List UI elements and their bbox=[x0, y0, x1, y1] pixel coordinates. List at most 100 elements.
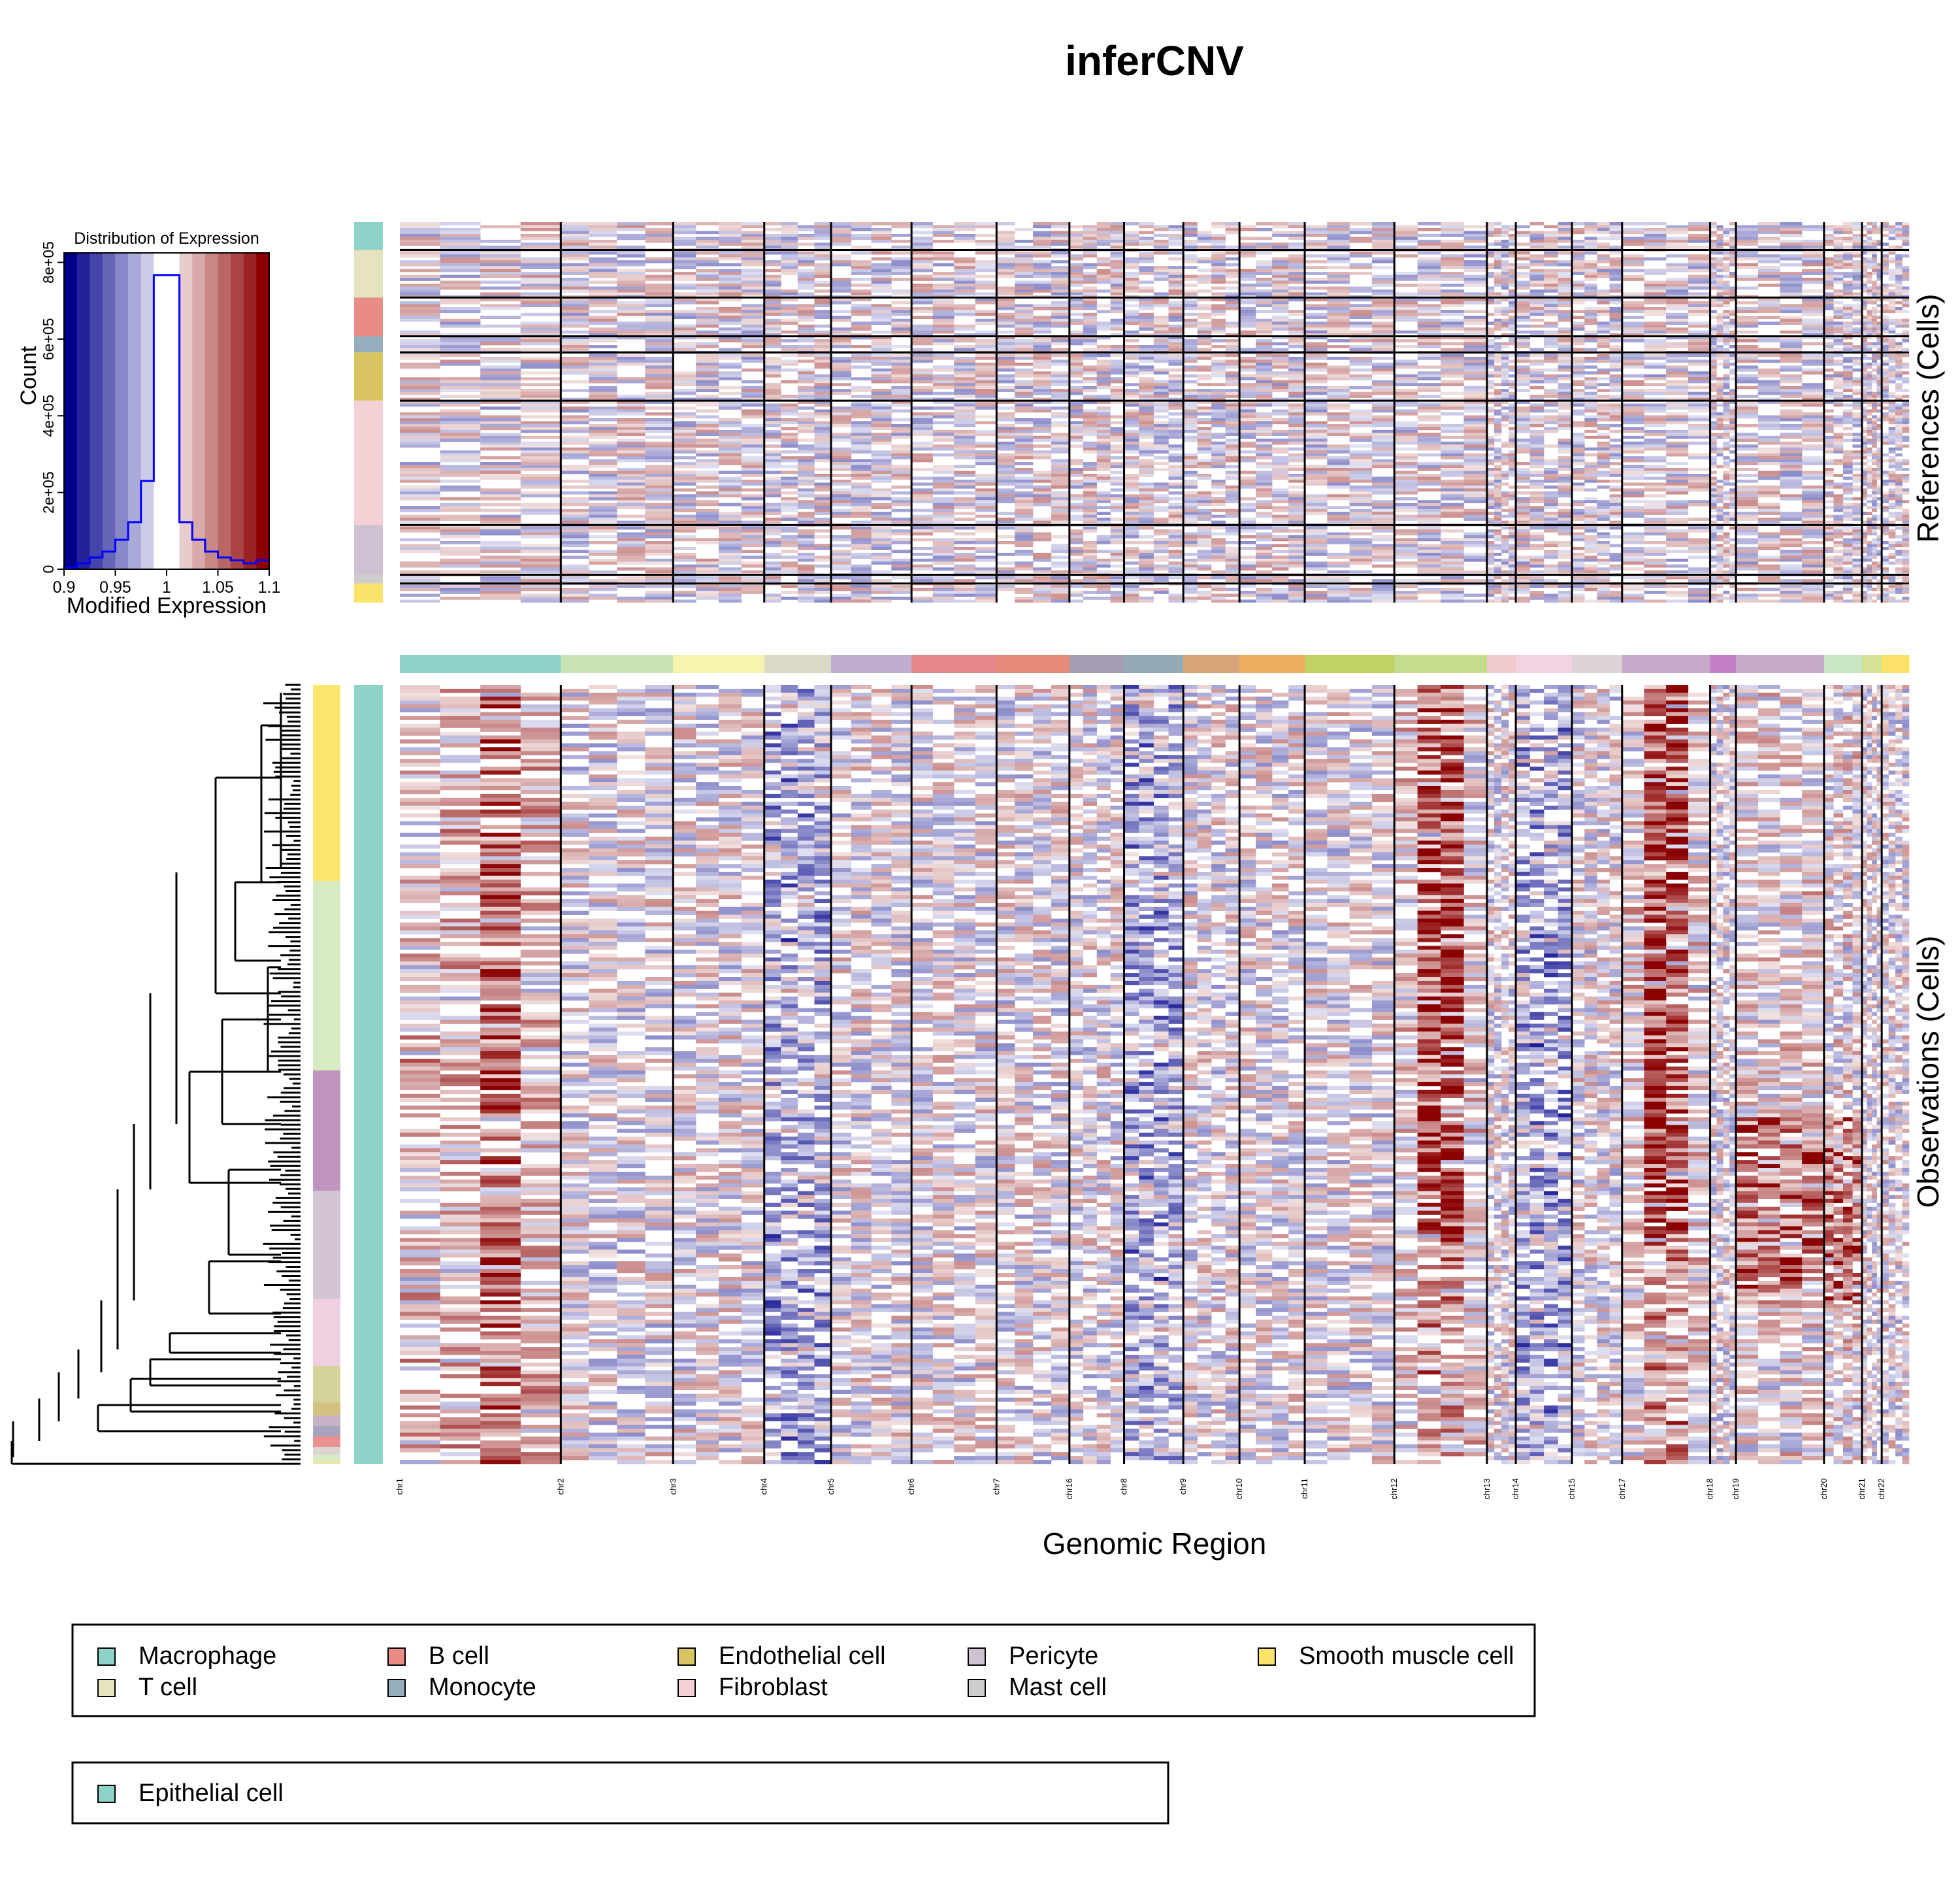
heatmap-cell bbox=[871, 389, 892, 392]
heatmap-cell bbox=[891, 269, 912, 273]
heatmap-cell bbox=[891, 354, 912, 357]
heatmap-cell bbox=[400, 278, 440, 281]
heatmap-cell bbox=[891, 345, 912, 348]
heatmap-cell bbox=[831, 406, 852, 410]
heatmap-cell bbox=[1239, 301, 1256, 305]
heatmap-cell bbox=[1842, 368, 1853, 372]
heatmap-cell bbox=[1096, 380, 1111, 384]
heatmap-cell bbox=[673, 278, 696, 281]
heatmap-cell bbox=[954, 401, 976, 404]
heatmap-cell bbox=[1757, 339, 1780, 342]
heatmap-cell bbox=[1882, 412, 1889, 416]
heatmap-cell bbox=[1558, 312, 1573, 316]
heatmap-cell bbox=[400, 301, 440, 305]
heatmap-cell bbox=[696, 429, 719, 433]
heatmap-cell bbox=[617, 304, 645, 308]
heatmap-cell bbox=[1083, 263, 1097, 267]
heatmap-cell bbox=[520, 324, 561, 328]
heatmap-cell bbox=[480, 292, 521, 296]
heatmap-cell bbox=[673, 423, 696, 427]
heatmap-cell bbox=[1872, 415, 1877, 419]
heatmap-cell bbox=[1688, 403, 1710, 407]
heatmap-cell bbox=[1516, 310, 1530, 314]
heatmap-cell bbox=[814, 427, 832, 431]
heatmap-cell bbox=[696, 421, 719, 425]
heatmap-cell bbox=[1394, 339, 1418, 342]
heatmap-cell bbox=[1239, 242, 1256, 246]
heatmap-cell bbox=[1139, 433, 1154, 437]
heatmap-cell bbox=[696, 359, 719, 363]
heatmap-cell bbox=[975, 348, 997, 352]
heatmap-cell bbox=[1349, 227, 1373, 231]
heatmap-cell bbox=[1644, 438, 1667, 442]
heatmap-cell bbox=[1349, 289, 1373, 293]
heatmap-cell bbox=[1083, 380, 1097, 384]
heatmap-cell bbox=[831, 435, 852, 439]
heatmap-cell bbox=[1597, 415, 1610, 419]
heatmap-cell bbox=[400, 348, 440, 352]
heatmap-cell bbox=[1463, 423, 1488, 427]
heatmap-cell bbox=[1305, 374, 1328, 378]
heatmap-cell bbox=[1197, 412, 1212, 416]
heatmap-cell bbox=[520, 377, 561, 381]
heatmap-cell bbox=[1833, 342, 1844, 346]
heatmap-cell bbox=[1139, 286, 1154, 290]
heatmap-cell bbox=[1833, 324, 1844, 328]
heatmap-cell bbox=[1888, 257, 1896, 261]
heatmap-cell bbox=[1051, 322, 1070, 325]
heatmap-cell bbox=[1197, 231, 1212, 235]
heatmap-cell bbox=[1597, 397, 1610, 401]
heatmap-cell bbox=[1486, 438, 1495, 442]
heatmap-cell bbox=[1736, 356, 1759, 360]
heatmap-cell bbox=[1852, 348, 1863, 352]
heatmap-cell bbox=[1124, 222, 1139, 225]
heatmap-cell bbox=[1211, 266, 1226, 269]
heatmap-cell bbox=[1516, 257, 1530, 261]
heatmap-cell bbox=[1463, 374, 1488, 378]
heatmap-cell bbox=[975, 251, 997, 255]
heatmap-cell bbox=[1558, 412, 1573, 416]
heatmap-cell bbox=[1417, 239, 1441, 243]
heatmap-cell bbox=[1876, 409, 1882, 413]
heatmap-cell bbox=[764, 383, 781, 387]
heatmap-cell bbox=[1394, 254, 1418, 258]
heatmap-cell bbox=[1417, 423, 1441, 427]
heatmap-cell bbox=[1882, 342, 1889, 346]
heatmap-cell bbox=[954, 327, 976, 331]
heatmap-cell bbox=[1096, 336, 1111, 340]
heatmap-cell bbox=[741, 330, 765, 334]
heatmap-cell bbox=[1139, 225, 1154, 229]
heatmap-cell bbox=[996, 286, 1015, 290]
heatmap-cell bbox=[1597, 298, 1610, 302]
heatmap-cell bbox=[617, 286, 645, 290]
heatmap-cell bbox=[1327, 225, 1350, 229]
heatmap-cell bbox=[1833, 377, 1844, 381]
heatmap-cell bbox=[741, 433, 765, 437]
heatmap-cell bbox=[1644, 239, 1667, 243]
heatmap-cell bbox=[1288, 269, 1305, 273]
heatmap-cell bbox=[1895, 342, 1903, 346]
heatmap-cell bbox=[480, 397, 521, 401]
heatmap-cell bbox=[1716, 225, 1723, 229]
heatmap-cell bbox=[1494, 336, 1502, 340]
heatmap-cell bbox=[1872, 406, 1877, 410]
heatmap-cell bbox=[1823, 257, 1834, 261]
heatmap-cell bbox=[1902, 377, 1910, 381]
heatmap-cell bbox=[480, 423, 521, 427]
heatmap-cell bbox=[1394, 274, 1418, 278]
heatmap-cell bbox=[696, 438, 719, 442]
heatmap-cell bbox=[764, 310, 781, 314]
heatmap-cell bbox=[400, 383, 440, 387]
heatmap-cell bbox=[996, 365, 1015, 369]
heatmap-cell bbox=[871, 322, 892, 325]
heatmap-cell bbox=[1051, 359, 1070, 363]
heatmap-cell bbox=[1124, 289, 1139, 293]
heatmap-cell bbox=[1256, 391, 1273, 395]
heatmap-cell bbox=[1183, 356, 1198, 360]
heatmap-cell bbox=[1124, 403, 1139, 407]
heatmap-cell bbox=[1305, 365, 1328, 369]
heatmap-cell bbox=[1486, 362, 1495, 366]
heatmap-cell bbox=[1584, 377, 1597, 381]
heatmap-cell bbox=[617, 280, 645, 284]
heatmap-cell bbox=[911, 242, 934, 246]
